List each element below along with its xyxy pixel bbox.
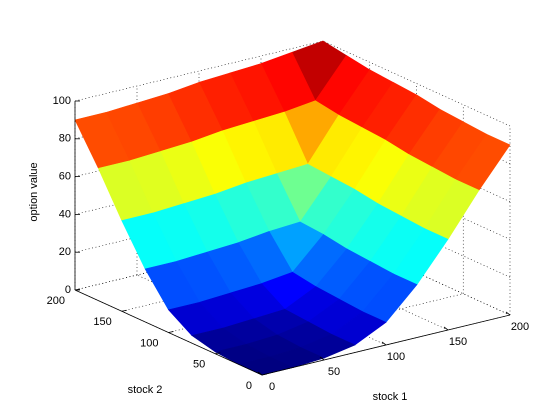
grid-line <box>121 250 370 312</box>
y-tick <box>74 288 81 291</box>
x-tick <box>443 326 449 331</box>
z-tick-label: 60 <box>59 171 71 183</box>
z-tick-label: 80 <box>59 133 71 145</box>
x-tick <box>505 311 511 316</box>
y-tick-label: 200 <box>47 295 65 307</box>
z-tick-label: 20 <box>59 246 71 258</box>
x-tick-label: 200 <box>511 321 529 333</box>
y-tick-label: 0 <box>246 380 252 392</box>
x-tick-label: 150 <box>449 336 467 348</box>
y-tick-label: 100 <box>140 337 158 349</box>
y-tick-label: 50 <box>193 359 205 371</box>
grid-line <box>74 191 324 253</box>
x-tick-label: 0 <box>269 381 275 393</box>
z-axis-label: option value <box>28 162 40 221</box>
z-tick-label: 40 <box>59 208 71 220</box>
surface <box>74 40 511 376</box>
y-tick <box>215 352 221 355</box>
y-tick <box>121 309 127 312</box>
x-axis-label: stock 1 <box>373 391 408 403</box>
grid-line <box>74 40 324 102</box>
y-tick-label: 150 <box>93 316 111 328</box>
x-tick <box>257 371 263 376</box>
x-tick <box>381 341 387 346</box>
x-tick-label: 50 <box>328 366 340 378</box>
x-tick-label: 100 <box>387 351 405 363</box>
grid-line <box>74 229 324 291</box>
z-tick-label: 0 <box>65 284 71 296</box>
z-tick-label: 100 <box>53 95 71 107</box>
y-tick <box>261 373 268 376</box>
y-tick <box>168 331 174 333</box>
y-axis-label: stock 2 <box>128 384 163 396</box>
x-tick <box>319 356 325 361</box>
